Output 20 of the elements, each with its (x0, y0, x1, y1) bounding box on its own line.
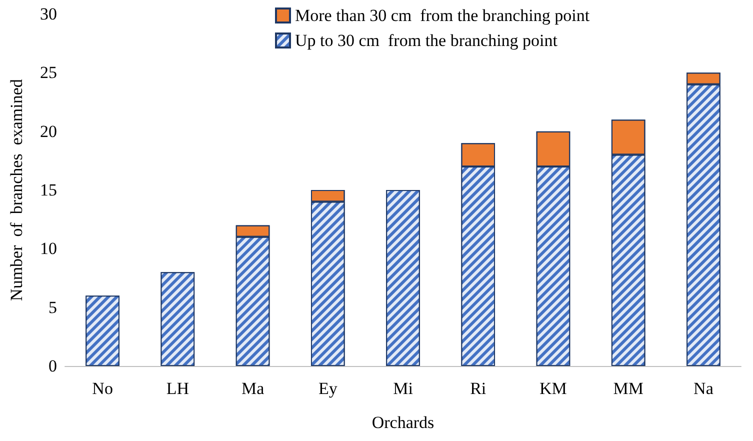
y-tick-label: 20 (40, 122, 57, 141)
x-tick-label: Ri (470, 379, 486, 398)
x-tick-label: Ma (241, 379, 265, 398)
y-tick-label: 10 (40, 239, 57, 258)
y-tick-label: 15 (40, 180, 57, 200)
y-tick-label: 30 (40, 4, 57, 24)
x-tick-label: No (92, 379, 113, 398)
x-tick-label: MM (613, 379, 644, 398)
y-tick-label: 5 (48, 298, 57, 317)
y-tick-label: 25 (40, 63, 57, 82)
x-axis-title: Orchards (372, 413, 434, 432)
y-axis-title: Number of branches examined (7, 78, 26, 301)
x-tick-label: Na (694, 379, 714, 398)
x-tick-label: Ey (318, 379, 338, 398)
legend-label: More than 30 cm from the branching point (295, 6, 590, 25)
legend-label: Up to 30 cm from the branching point (295, 31, 558, 50)
y-tick-label: 0 (48, 356, 57, 376)
x-tick-label: Mi (393, 379, 414, 398)
x-tick-label: KM (540, 379, 567, 398)
x-tick-label: LH (166, 379, 190, 398)
